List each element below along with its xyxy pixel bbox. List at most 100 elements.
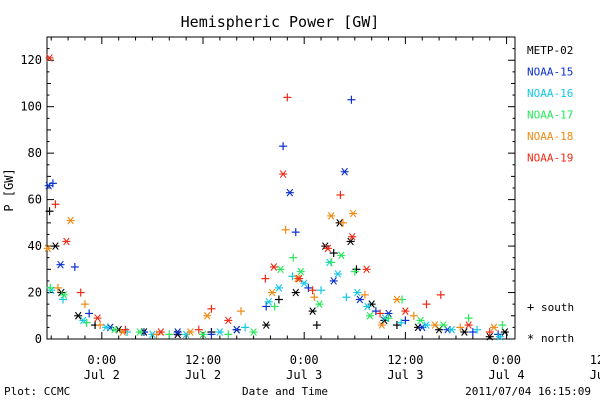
point-south — [96, 321, 105, 330]
x-tick-label-time: 0:00 — [290, 353, 319, 367]
point-north — [135, 328, 144, 336]
point-south — [279, 142, 288, 151]
point-south — [82, 318, 91, 327]
series-noaa-16 — [47, 258, 504, 341]
point-north — [296, 267, 305, 276]
point-north — [308, 307, 317, 315]
point-south — [310, 293, 319, 302]
point-south — [338, 218, 347, 227]
point-north — [51, 242, 60, 250]
point-north — [329, 277, 338, 285]
series-noaa-15 — [44, 95, 503, 339]
point-north — [377, 321, 386, 329]
legend-entry: METP-02 — [527, 44, 573, 57]
point-north — [56, 260, 65, 269]
y-tick-label: 80 — [28, 146, 42, 160]
legend-entry: NOAA-19 — [527, 152, 573, 165]
legend-north-marker: * — [527, 332, 534, 346]
point-south — [350, 267, 359, 276]
point-north — [62, 237, 71, 246]
point-north — [323, 244, 332, 253]
point-south — [262, 302, 271, 311]
point-south — [80, 300, 89, 309]
series-noaa-19 — [45, 54, 494, 337]
point-south — [464, 314, 473, 323]
point-north — [224, 316, 233, 325]
point-south — [397, 318, 406, 327]
point-north — [422, 321, 431, 329]
point-north — [276, 265, 285, 274]
point-south — [371, 307, 380, 316]
x-tick-label-time: 12:00 — [185, 353, 221, 367]
point-north — [464, 321, 473, 329]
point-north — [102, 323, 111, 332]
point-south — [409, 311, 418, 320]
x-tick-label-time: 0:00 — [492, 353, 521, 367]
point-south — [401, 316, 410, 325]
legend-entry: NOAA-15 — [527, 66, 573, 79]
point-north — [274, 284, 283, 292]
point-south — [51, 200, 60, 209]
point-south — [274, 295, 283, 304]
point-south — [289, 253, 298, 262]
point-north — [327, 212, 336, 220]
point-south — [283, 93, 292, 102]
point-north — [337, 251, 346, 260]
y-tick-label: 120 — [20, 53, 42, 67]
point-south — [85, 309, 94, 318]
x-tick-label-time: 12:00 — [387, 353, 423, 367]
point-north — [269, 263, 278, 271]
point-north — [43, 244, 52, 253]
legend-south-marker: + — [527, 300, 534, 314]
chart-title: Hemispheric Power [GW] — [181, 13, 380, 31]
point-south — [498, 321, 507, 330]
point-north — [156, 328, 165, 336]
point-south — [121, 325, 130, 334]
point-south — [194, 325, 203, 334]
point-north — [295, 274, 304, 283]
legend: METP-02 NOAA-15 NOAA-16 NOAA-17 NOAA-18 NOAA-… — [527, 44, 573, 165]
point-south — [304, 283, 313, 292]
point-south — [48, 179, 57, 188]
point-north — [315, 300, 324, 308]
point-south — [327, 258, 336, 267]
point-south — [76, 288, 85, 297]
point-south — [270, 302, 279, 311]
point-south — [360, 290, 369, 299]
point-south — [485, 328, 494, 337]
point-south — [207, 304, 216, 313]
point-south — [336, 190, 345, 199]
point-north — [215, 328, 224, 336]
point-north — [392, 295, 401, 304]
point-north — [353, 288, 362, 297]
x-tick-label-time: 0:00 — [87, 353, 116, 367]
point-south — [392, 321, 401, 330]
point-north — [439, 321, 448, 329]
point-south — [165, 330, 174, 339]
point-south — [422, 300, 431, 309]
point-north — [291, 288, 300, 297]
y-tick-label: 0 — [35, 332, 42, 346]
x-axis-label: Date and Time — [242, 385, 328, 398]
point-north — [500, 328, 509, 336]
point-south — [308, 286, 317, 295]
point-south — [468, 328, 477, 337]
point-south — [281, 225, 290, 234]
point-north — [416, 316, 425, 325]
point-north — [495, 332, 504, 341]
footer-timestamp: 2011/07/04 16:15:09 — [465, 385, 591, 398]
point-south — [436, 290, 445, 299]
point-north — [93, 314, 102, 322]
point-north — [362, 265, 371, 274]
point-south — [46, 283, 55, 292]
legend-entry: NOAA-18 — [527, 130, 573, 143]
y-tick-label: 60 — [28, 193, 42, 207]
point-south — [207, 330, 216, 339]
point-north — [279, 170, 288, 178]
x-tick-label-date: Jul 3 — [387, 368, 423, 382]
point-north — [232, 325, 241, 334]
legend-entry: NOAA-17 — [527, 109, 573, 122]
point-south — [376, 309, 385, 318]
point-north — [348, 232, 357, 241]
